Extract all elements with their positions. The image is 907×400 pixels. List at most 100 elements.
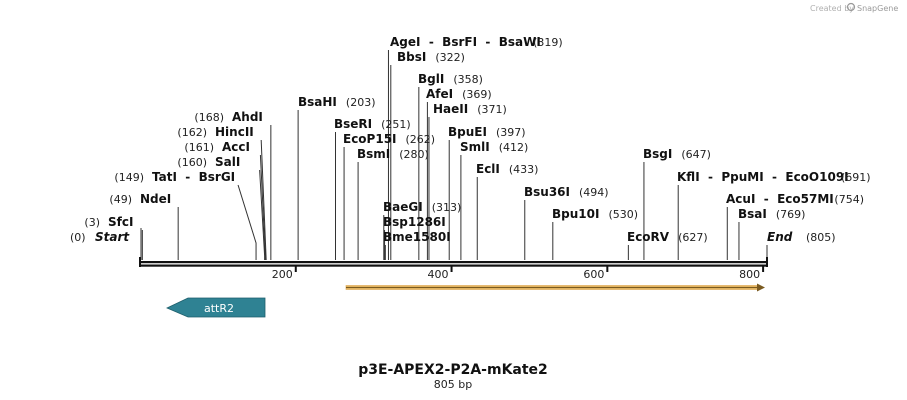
attr2-feature[interactable]: attR2 xyxy=(166,297,266,318)
site-name-acci: AccI xyxy=(222,140,250,154)
site-label-smli[interactable]: SmlI (412) xyxy=(460,140,528,154)
site-label-bseri[interactable]: BseRI (251) xyxy=(334,117,411,131)
site-pos-kfli: (691) xyxy=(841,171,871,184)
site-label-bgli[interactable]: BglI (358) xyxy=(418,72,483,86)
site-label-ecli[interactable]: EclI (433) xyxy=(476,162,538,176)
plasmid-length: 805 bp xyxy=(434,378,472,391)
site-name-agei: AgeI - BsrFI - BsaWI xyxy=(390,35,541,49)
tick-label-400: 400 xyxy=(428,268,449,281)
site-label-sali[interactable]: SalI (160) xyxy=(177,155,240,169)
site-name-bsu36i: Bsu36I xyxy=(524,185,570,199)
site-name-smli: SmlI xyxy=(460,140,490,154)
site-label-afei[interactable]: AfeI (369) xyxy=(426,87,492,101)
site-pos-ahdi: (168) xyxy=(194,111,224,124)
orf-feature[interactable] xyxy=(345,283,765,292)
site-label-agei[interactable]: AgeI - BsrFI - BsaWI(319) xyxy=(390,35,563,49)
tick-mark-600 xyxy=(606,266,609,272)
site-label-bsai[interactable]: BsaI (769) xyxy=(738,207,805,221)
end-pos: (805) xyxy=(806,231,836,244)
site-pos-bseri: (251) xyxy=(381,118,411,131)
site-label-bme1580i[interactable]: Bme1580I xyxy=(383,230,451,244)
site-pos-hincii: (162) xyxy=(177,126,207,139)
site-label-bsmi[interactable]: BsmI (280) xyxy=(357,147,429,161)
site-pos-bbsi: (322) xyxy=(435,51,465,64)
site-pos-ecorv: (627) xyxy=(678,231,708,244)
site-pos-bpuei: (397) xyxy=(496,126,526,139)
site-name-bsahi: BsaHI xyxy=(298,95,337,109)
site-name-haeii: HaeII xyxy=(433,102,468,116)
credit-brand: SnapGene xyxy=(857,4,898,13)
credit-prefix: Created by xyxy=(810,4,854,13)
site-label-baegi[interactable]: BaeGI (313) xyxy=(383,200,461,214)
site-label-bsahi[interactable]: BsaHI (203) xyxy=(298,95,376,109)
site-name-afei: AfeI xyxy=(426,87,453,101)
backbone-end-cap xyxy=(766,257,768,267)
site-pos-baegi: (313) xyxy=(432,201,462,214)
site-label-haeii[interactable]: HaeII (371) xyxy=(433,102,507,116)
tick-label-200: 200 xyxy=(272,268,293,281)
site-pos-bgli: (358) xyxy=(453,73,483,86)
orf-arrowhead-icon xyxy=(757,283,765,292)
site-labels: SfcI (3) NdeI (49) TatI - BsrGI (149) SalI (160… xyxy=(70,35,871,244)
site-label-ahdi[interactable]: AhdI (168) xyxy=(194,110,262,124)
site-name-acui: AcuI - Eco57MI xyxy=(726,192,834,206)
site-name-tati: TatI - BsrGI xyxy=(152,170,235,184)
snapgene-logo-icon xyxy=(846,2,856,12)
site-label-bsgi[interactable]: BsgI (647) xyxy=(643,147,711,161)
site-line-tati xyxy=(237,184,257,260)
site-label-acci[interactable]: AccI (161) xyxy=(184,140,250,154)
site-label-ecorv[interactable]: EcoRV (627) xyxy=(627,230,708,244)
plasmid-name: p3E-APEX2-P2A-mKate2 xyxy=(358,362,548,378)
backbone-top-strand xyxy=(139,261,768,264)
site-name-baegi: BaeGI xyxy=(383,200,423,214)
attr2-feature-label: attR2 xyxy=(204,302,234,315)
site-name-ecli: EclI xyxy=(476,162,500,176)
start-pos: (0) xyxy=(70,231,86,244)
site-label-bbsi[interactable]: BbsI (322) xyxy=(397,50,465,64)
site-name-bsp1286i: Bsp1286I xyxy=(383,215,446,229)
site-name-hincii: HincII xyxy=(215,125,254,139)
site-label-kfli[interactable]: KflI - PpuMI - EcoO109I(691) xyxy=(677,170,871,184)
site-name-bbsi: BbsI xyxy=(397,50,426,64)
site-pos-acui: (754) xyxy=(834,193,864,206)
site-name-bgli: BglI xyxy=(418,72,444,86)
site-pos-agei: (319) xyxy=(533,36,563,49)
site-pos-bsu36i: (494) xyxy=(579,186,609,199)
site-name-bsai: BsaI xyxy=(738,207,767,221)
backbone-start-cap xyxy=(139,257,141,267)
site-pos-sali: (160) xyxy=(177,156,207,169)
site-pos-ecop15i: (262) xyxy=(406,133,436,146)
end-name: End xyxy=(767,230,793,244)
site-label-acui[interactable]: AcuI - Eco57MI (754) xyxy=(726,192,864,206)
site-label-ndei[interactable]: NdeI (49) xyxy=(109,192,171,206)
attr2-feature-arrow xyxy=(166,297,266,318)
site-label-bsp1286i[interactable]: Bsp1286I xyxy=(383,215,446,229)
site-label-bsu36i[interactable]: Bsu36I (494) xyxy=(524,185,609,199)
site-name-ecop15i: EcoP15I xyxy=(343,132,397,146)
site-name-bsmi: BsmI xyxy=(357,147,390,161)
site-pos-bsmi: (280) xyxy=(399,148,429,161)
site-name-bme1580i: Bme1580I xyxy=(383,230,451,244)
site-label-bpuei[interactable]: BpuEI (397) xyxy=(448,125,526,139)
tick-label-800: 800 xyxy=(739,268,760,281)
site-line-acci xyxy=(259,154,266,260)
site-pos-ndei: (49) xyxy=(109,193,132,206)
site-pos-smli: (412) xyxy=(499,141,529,154)
site-line-hincii xyxy=(260,139,267,261)
site-pos-acci: (161) xyxy=(184,141,214,154)
site-name-ecorv: EcoRV xyxy=(627,230,670,244)
ruler-ticks: 200 400 600 800 xyxy=(272,266,765,281)
tick-mark-400 xyxy=(450,266,453,272)
site-label-tati[interactable]: TatI - BsrGI (149) xyxy=(114,170,235,184)
site-pos-tati: (149) xyxy=(114,171,144,184)
site-name-bseri: BseRI xyxy=(334,117,372,131)
site-label-bpu10i[interactable]: Bpu10I (530) xyxy=(552,207,638,221)
site-label-sfci[interactable]: SfcI (3) xyxy=(84,215,133,229)
site-pos-bsgi: (647) xyxy=(681,148,711,161)
site-name-bpu10i: Bpu10I xyxy=(552,207,599,221)
site-name-ndei: NdeI xyxy=(140,192,171,206)
site-name-ahdi: AhdI xyxy=(232,110,263,124)
site-label-hincii[interactable]: HincII (162) xyxy=(177,125,253,139)
site-label-ecop15i[interactable]: EcoP15I (262) xyxy=(343,132,435,146)
